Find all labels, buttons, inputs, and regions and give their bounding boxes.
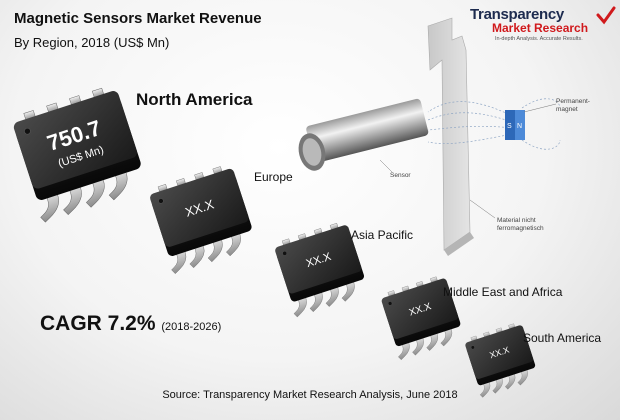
chip-dot bbox=[24, 127, 31, 135]
magnet-north bbox=[515, 110, 525, 140]
chip-body-top bbox=[150, 168, 249, 247]
magnet-letter-s: S bbox=[507, 123, 512, 130]
logo-line-2: Market Research bbox=[492, 21, 589, 35]
chip-mark-5: XX.X bbox=[465, 323, 536, 398]
region-label-1: North America bbox=[136, 90, 253, 109]
field-lines bbox=[427, 98, 561, 150]
brand-logo: Transparency Market Research In-depth An… bbox=[470, 6, 616, 42]
chip-mark-2: XX.X bbox=[150, 166, 252, 274]
chip-dot bbox=[471, 345, 475, 350]
material-leader-line bbox=[469, 199, 496, 219]
region-label-2: Europe bbox=[254, 170, 293, 184]
sensor-label: Sensor bbox=[390, 172, 411, 179]
checkmark-icon bbox=[596, 6, 616, 25]
magnet-leader-line bbox=[523, 103, 557, 113]
logo-tagline: In-depth Analysis. Accurate Results. bbox=[495, 36, 583, 42]
cagr-figure: CAGR 7.2% (2018-2026) bbox=[40, 312, 221, 336]
magnet-letter-n: N bbox=[517, 123, 522, 130]
material-label-line-1: Material nicht bbox=[497, 217, 536, 224]
sensor-leader-line bbox=[379, 159, 393, 173]
chip-mark-3: XX.X bbox=[275, 222, 364, 318]
region-label-5: South America bbox=[523, 331, 602, 345]
magnet-south bbox=[505, 110, 515, 140]
chart-subtitle: By Region, 2018 (US$ Mn) bbox=[14, 35, 170, 50]
chip-body-top bbox=[381, 278, 459, 339]
cagr-period: (2018-2026) bbox=[161, 321, 222, 333]
logo-line-1: Transparency bbox=[470, 6, 564, 23]
chip-body-top bbox=[465, 325, 534, 379]
sensor-rod-face bbox=[302, 138, 322, 166]
material-label-line-2: ferromagnetisch bbox=[497, 225, 544, 232]
chip-dot bbox=[388, 301, 393, 306]
wall-shadow bbox=[444, 232, 474, 256]
chip-mark-4: XX.X bbox=[381, 276, 461, 361]
cagr-label: CAGR 7.2% bbox=[40, 312, 156, 335]
magnet-label-line-1: Permanent- bbox=[556, 98, 590, 105]
sensor-illustration: S N bbox=[298, 17, 561, 256]
magnet-label-line-2: magnet bbox=[556, 106, 578, 113]
chip-body-top bbox=[13, 91, 137, 189]
source-note: Source: Transparency Market Research Ana… bbox=[162, 389, 458, 401]
chip-body-top bbox=[275, 225, 362, 294]
chart-title: Magnetic Sensors Market Revenue bbox=[14, 10, 262, 27]
chip-dot bbox=[282, 251, 288, 256]
chip-series: 750.7(US$ Mn)XX.XXX.XXX.XXX.X bbox=[13, 87, 536, 398]
region-label-4: Middle East and Africa bbox=[443, 285, 563, 299]
chip-mark-1: 750.7(US$ Mn) bbox=[13, 87, 141, 223]
region-label-3: Asia Pacific bbox=[351, 228, 414, 242]
chip-dot bbox=[158, 198, 164, 204]
sensor-rod bbox=[306, 98, 429, 163]
material-wall bbox=[427, 17, 471, 251]
